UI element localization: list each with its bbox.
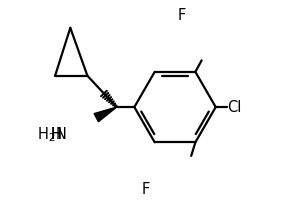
- Text: H: H: [50, 127, 61, 142]
- Text: F: F: [142, 182, 150, 197]
- Text: F: F: [178, 8, 186, 23]
- Polygon shape: [94, 107, 117, 122]
- Text: Cl: Cl: [227, 100, 242, 115]
- Text: H: H: [50, 127, 61, 142]
- Text: $\mathregular{H_2N}$: $\mathregular{H_2N}$: [37, 125, 67, 144]
